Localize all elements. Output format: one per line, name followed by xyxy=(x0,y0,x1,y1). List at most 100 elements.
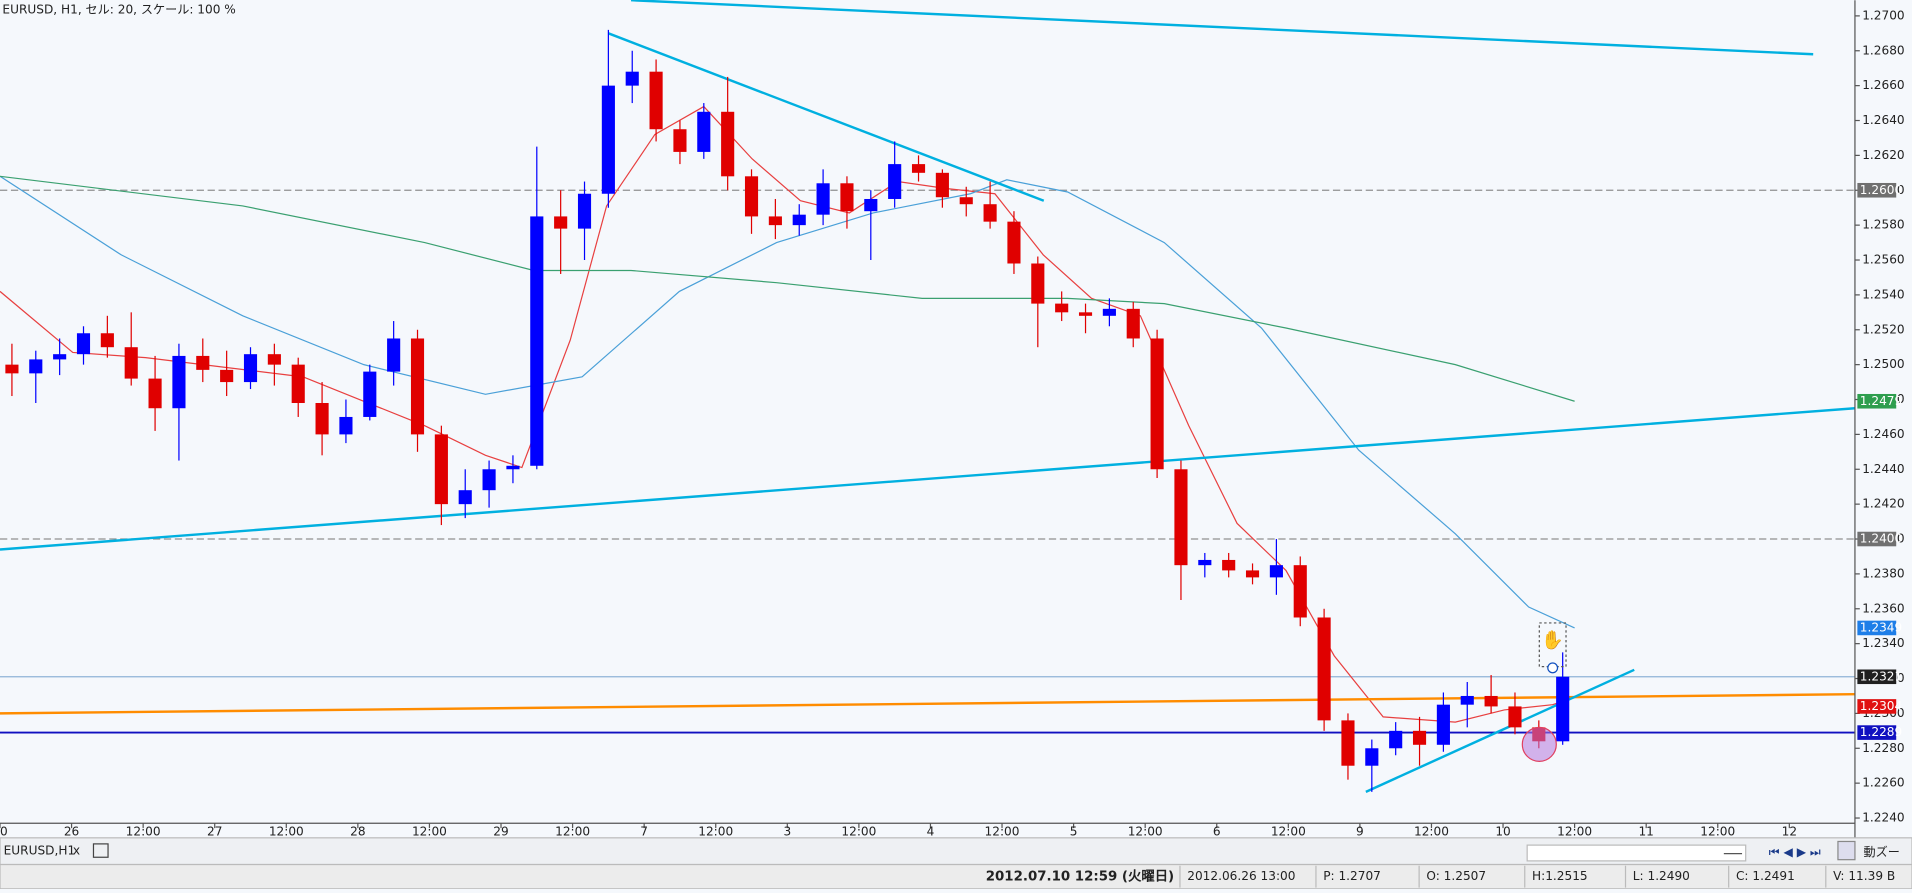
candle-body xyxy=(506,465,520,470)
y-tick-label: 1.2440 xyxy=(1862,462,1904,476)
status-item: P: 1.2707 xyxy=(1323,869,1381,883)
price-tag-label: 1.2321 xyxy=(1860,669,1902,683)
price-tag-label: 1.2304 xyxy=(1860,699,1903,713)
axes: 1.2700 1.2680 1.2660 1.2640 1.2620 1.2600 1.25… xyxy=(0,8,1905,838)
price-tag xyxy=(1857,620,1897,636)
price-tag xyxy=(1857,393,1897,409)
y-tick-label: 1.2460 xyxy=(1862,427,1904,441)
zoom-button[interactable]: 動ズー xyxy=(1863,844,1899,859)
y-tick-label: 1.2700 xyxy=(1862,8,1904,22)
x-tick-label: 4 xyxy=(927,824,935,838)
y-tick-label: 1.2560 xyxy=(1862,253,1904,267)
candle-body xyxy=(1460,695,1474,705)
y-tick-label: 1.2540 xyxy=(1862,287,1904,301)
x-tick-label: 12:00 xyxy=(841,824,876,838)
candle-body xyxy=(697,111,711,152)
status-item: C: 1.2491 xyxy=(1736,869,1795,883)
x-tick-label: 12:00 xyxy=(1700,824,1735,838)
x-tick-label: 26 xyxy=(64,824,79,838)
thumbs-down-icon: ✋ xyxy=(1541,629,1564,651)
x-tick-label: 6 xyxy=(1213,824,1221,838)
chart-title: EURUSD, H1, セル: 20, スケール: 100 % xyxy=(2,2,235,16)
moving-average xyxy=(0,175,1575,629)
candle-body xyxy=(339,416,353,435)
candle-body xyxy=(1436,704,1450,745)
candle-body xyxy=(792,214,806,226)
trend-line xyxy=(607,32,1045,202)
candle-body xyxy=(76,333,91,355)
moving-average xyxy=(0,175,1575,402)
candle-body xyxy=(267,354,281,365)
candle-body xyxy=(530,216,544,466)
tab-icon[interactable] xyxy=(92,843,109,858)
scrollbar[interactable] xyxy=(1526,844,1747,862)
y-tick-label: 1.2680 xyxy=(1862,43,1904,57)
candle-body xyxy=(458,490,472,505)
candle-body xyxy=(816,183,830,215)
candle-body xyxy=(840,183,854,212)
y-tick-label: 1.2240 xyxy=(1862,811,1904,825)
status-item: 2012.07.10 12:59 (火曜日) xyxy=(986,869,1174,885)
signal-dot xyxy=(1547,662,1559,674)
tab-label[interactable]: EURUSD,H1 xyxy=(4,844,76,858)
price-tag xyxy=(1857,699,1897,714)
y-tick-label: 1.2620 xyxy=(1862,148,1904,162)
candle-body xyxy=(768,216,782,226)
x-tick-label: 9 xyxy=(1356,824,1364,838)
trend-line xyxy=(630,0,1814,56)
x-tick-label: 12:00 xyxy=(555,824,590,838)
price-tag-label: 1.2289 xyxy=(1860,725,1902,739)
x-tick-label: 28 xyxy=(350,824,365,838)
y-tick-label: 1.2580 xyxy=(1862,218,1904,232)
candle-body xyxy=(1293,565,1307,618)
candle-body xyxy=(1269,565,1283,578)
x-tick-label: 12:00 xyxy=(412,824,447,838)
candle-body xyxy=(744,176,759,217)
price-tag-label: 1.2479 xyxy=(1860,394,1902,408)
tab-close[interactable]: x xyxy=(73,844,80,858)
y-tick-label: 1.2280 xyxy=(1862,741,1904,755)
candle-body xyxy=(434,434,448,505)
trend-line xyxy=(0,407,1856,551)
status-item: 2012.06.26 13:00 xyxy=(1187,869,1295,883)
x-tick-label: 29 xyxy=(493,824,508,838)
candle-body xyxy=(1150,338,1164,470)
zoom-icon[interactable] xyxy=(1837,840,1856,861)
candle-body xyxy=(1174,469,1188,566)
candle-body xyxy=(5,364,19,374)
candle-body xyxy=(554,216,568,229)
x-tick-label: 3 xyxy=(783,824,791,838)
x-tick-label: 12:00 xyxy=(1414,824,1449,838)
status-item: L: 1.2490 xyxy=(1633,869,1690,883)
candle-body xyxy=(1007,221,1021,264)
candle-body xyxy=(387,338,401,372)
candle-body xyxy=(172,355,186,409)
y-tick-label: 1.2500 xyxy=(1862,357,1904,371)
x-tick-label: 12:00 xyxy=(126,824,161,838)
candle-body xyxy=(1126,308,1140,339)
candle-body xyxy=(1389,730,1403,749)
candle-body xyxy=(1341,720,1355,766)
candle-body xyxy=(482,469,496,491)
candle-body xyxy=(1055,303,1069,313)
y-tick-label: 1.2420 xyxy=(1862,497,1904,511)
candle-body xyxy=(100,333,114,348)
price-tag xyxy=(1857,725,1897,740)
candle-body xyxy=(1412,730,1427,745)
price-tag-label: 1.2600 xyxy=(1860,183,1902,197)
candle-body xyxy=(935,172,949,198)
candle-body xyxy=(864,198,878,212)
nav-buttons[interactable]: ⏮ ◀ ▶ ⏭ xyxy=(1769,845,1821,859)
highlight-circle xyxy=(1521,726,1557,762)
x-tick-label: 5 xyxy=(1070,824,1078,838)
candle-body xyxy=(220,369,234,383)
status-item: H:1.2515 xyxy=(1532,869,1588,883)
candle-body xyxy=(196,355,210,370)
x-tick-label: 11 xyxy=(1638,824,1653,838)
price-tag-label: 1.2400 xyxy=(1860,532,1902,546)
candle-body xyxy=(291,364,305,404)
price-tag-label: 1.2349 xyxy=(1860,620,1902,634)
x-tick-label: 12:00 xyxy=(698,824,733,838)
